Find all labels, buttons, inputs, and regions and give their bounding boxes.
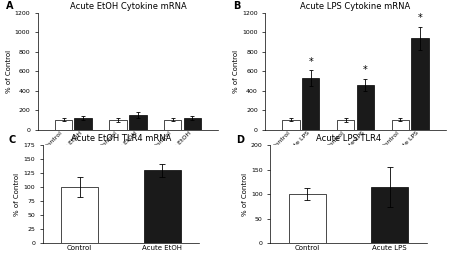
Bar [61,187,98,243]
Bar [302,78,319,130]
Y-axis label: % of Control: % of Control [15,173,20,216]
Title: Acute LPS TLR4: Acute LPS TLR4 [316,134,381,143]
Title: Acute EtOH Cytokine mRNA: Acute EtOH Cytokine mRNA [70,2,186,11]
Text: A: A [6,1,13,11]
Bar [55,120,73,130]
Bar [164,120,182,130]
Text: B: B [233,1,240,11]
Y-axis label: % of Control: % of Control [242,173,248,216]
Bar [74,118,92,130]
Text: TNF-α: TNF-α [171,174,194,183]
Text: D: D [236,135,244,145]
Text: CCL2: CCL2 [64,174,83,183]
Bar [144,170,181,243]
Title: Acute LPS Cytokine mRNA: Acute LPS Cytokine mRNA [301,2,410,11]
Y-axis label: % of Control: % of Control [233,50,239,93]
Title: Acute EtOH TLR4 mRNA: Acute EtOH TLR4 mRNA [71,134,171,143]
Bar [371,187,408,243]
Y-axis label: % of Control: % of Control [6,50,12,93]
Text: *: * [418,13,422,23]
Bar [289,194,326,243]
Bar [337,120,355,130]
Bar [183,118,201,130]
Bar [411,38,428,130]
Text: CCL2: CCL2 [291,174,310,183]
Bar [109,120,127,130]
Text: *: * [363,66,368,76]
Bar [356,85,374,130]
Text: IL-1β: IL-1β [118,174,137,183]
Text: TNF-α: TNF-α [399,174,421,183]
Bar [129,115,146,130]
Bar [392,120,409,130]
Text: *: * [309,57,313,67]
Text: IL-1β: IL-1β [346,174,365,183]
Text: C: C [8,135,16,145]
Bar [283,120,300,130]
